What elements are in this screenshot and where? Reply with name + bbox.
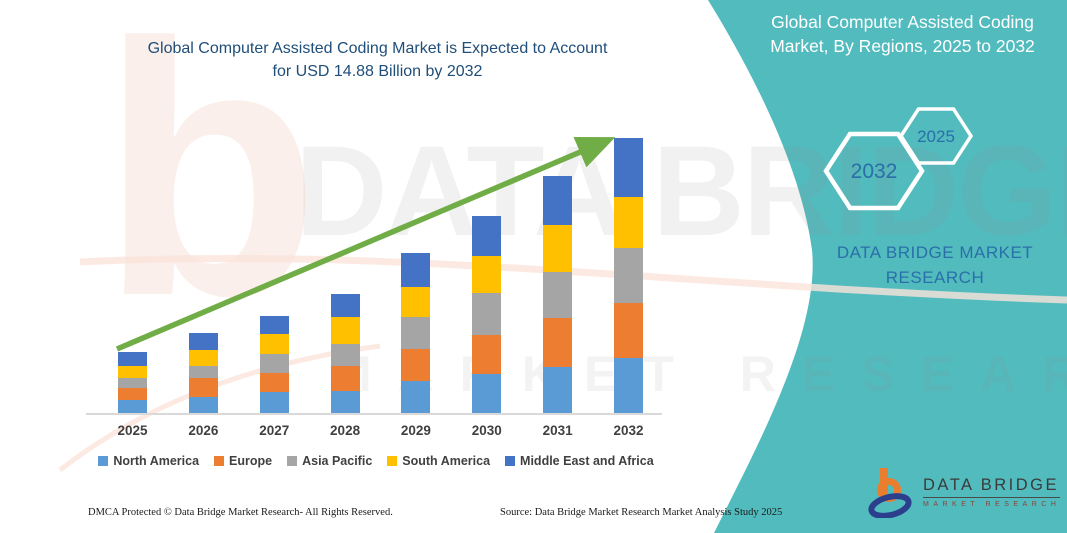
bar-segment-2026-north-america (188, 397, 218, 413)
logo-subtitle: MARKET RESEARCH (923, 501, 1061, 508)
x-axis-baseline (86, 413, 662, 415)
legend-label: South America (402, 454, 491, 468)
bar-segment-2027-asia-pacific (259, 353, 289, 374)
bar-segment-2032-asia-pacific (614, 247, 644, 304)
chart-title-line2: for USD 14.88 Billion by 2032 (272, 63, 483, 80)
bar-segment-2029-north-america (401, 380, 431, 413)
x-axis-label-2026: 2026 (188, 423, 219, 438)
x-axis-label-2025: 2025 (117, 423, 148, 438)
legend-label: Asia Pacific (302, 454, 373, 468)
x-axis-label-2028: 2028 (330, 423, 361, 438)
x-axis-label-2032: 2032 (613, 423, 644, 438)
bar-segment-2031-europe (543, 318, 573, 367)
bar-segment-2031-asia-pacific (543, 271, 573, 319)
hexagon-2032-label: 2032 (851, 160, 898, 183)
legend-label: Middle East and Africa (520, 454, 654, 468)
bar-segment-2030-asia-pacific (472, 293, 502, 335)
side-panel-heading-line2: Market, By Regions, 2025 to 2032 (770, 36, 1035, 56)
bar-segment-2028-middle-east-and-africa (330, 294, 360, 317)
legend-item-europe: Europe (214, 454, 272, 468)
bar-segment-2025-middle-east-and-africa (118, 352, 147, 367)
footer-source: Source: Data Bridge Market Research Mark… (500, 507, 783, 518)
side-panel-brand-text: DATA BRIDGE MARKET RESEARCH (810, 240, 1060, 290)
side-panel-brand-line1: DATA BRIDGE MARKET (836, 243, 1034, 262)
bar-segment-2031-south-america (543, 225, 573, 272)
bar-segment-2027-north-america (259, 392, 289, 413)
legend-item-north-america: North America (98, 454, 199, 468)
bar-segment-2031-middle-east-and-africa (543, 176, 573, 226)
bar-segment-2030-europe (472, 334, 502, 374)
legend-label: North America (113, 454, 200, 468)
bar-segment-2027-middle-east-and-africa (259, 315, 289, 334)
x-axis-label-2027: 2027 (259, 423, 290, 438)
bar-segment-2028-north-america (330, 390, 360, 413)
bar-segment-2028-asia-pacific (330, 344, 360, 366)
legend-swatch (505, 456, 516, 466)
bar-segment-2032-middle-east-and-africa (614, 137, 644, 197)
side-panel-heading: Global Computer Assisted Coding Market, … (745, 10, 1060, 58)
hexagon-2025-label: 2025 (917, 127, 955, 146)
bar-segment-2028-europe (330, 365, 360, 391)
legend-swatch (387, 456, 398, 466)
bar-segment-2025-north-america (118, 399, 147, 413)
footer-copyright: DMCA Protected © Data Bridge Market Rese… (88, 507, 393, 518)
bar-segment-2025-asia-pacific (118, 377, 147, 388)
hexagon-2032 (823, 131, 925, 211)
bar-segment-2029-south-america (401, 287, 431, 318)
year-hexagons: 2025 2032 (823, 107, 974, 211)
side-panel-heading-line1: Global Computer Assisted Coding (771, 12, 1034, 32)
legend-item-south-america: South America (387, 454, 490, 468)
bar-segment-2029-europe (401, 348, 431, 381)
legend-item-middle-east-and-africa: Middle East and Africa (505, 454, 654, 468)
x-axis-label-2030: 2030 (471, 423, 502, 438)
chart-title: Global Computer Assisted Coding Market i… (100, 37, 655, 83)
legend-swatch (98, 456, 109, 466)
data-bridge-logo-icon (868, 468, 912, 518)
legend-swatch (287, 456, 298, 466)
legend-item-asia-pacific: Asia Pacific (287, 454, 372, 468)
bar-segment-2027-europe (259, 373, 289, 393)
bar-segment-2029-middle-east-and-africa (401, 252, 431, 288)
data-bridge-logo: DATA BRIDGE MARKET RESEARCH (868, 466, 1061, 518)
x-axis-label-2029: 2029 (400, 423, 431, 438)
bar-segment-2025-europe (118, 387, 147, 400)
bar-segment-2026-asia-pacific (188, 366, 218, 379)
logo-wordmark: DATA BRIDGE (923, 476, 1061, 498)
legend-label: Europe (229, 454, 273, 468)
bar-segment-2028-south-america (330, 316, 360, 345)
legend-swatch (214, 456, 225, 466)
chart-title-line1: Global Computer Assisted Coding Market i… (147, 40, 608, 57)
bar-segment-2030-middle-east-and-africa (472, 215, 502, 256)
bar-segment-2032-south-america (614, 196, 644, 248)
bar-segment-2026-europe (188, 378, 218, 398)
bar-segment-2026-south-america (188, 349, 218, 367)
bar-segment-2027-south-america (259, 334, 289, 354)
side-panel-brand-line2: RESEARCH (885, 268, 985, 287)
bar-segment-2032-north-america (614, 357, 644, 413)
bar-segment-2029-asia-pacific (401, 317, 431, 349)
bar-segment-2032-europe (614, 303, 644, 358)
bar-segment-2030-north-america (472, 373, 502, 413)
legend: North America Europe Asia Pacific South Ame… (80, 454, 672, 468)
bar-segment-2025-south-america (118, 366, 147, 378)
bar-segment-2026-middle-east-and-africa (188, 332, 218, 350)
bar-segment-2031-north-america (543, 366, 573, 413)
x-axis-label-2031: 2031 (542, 423, 573, 438)
bar-segment-2030-south-america (472, 255, 502, 294)
